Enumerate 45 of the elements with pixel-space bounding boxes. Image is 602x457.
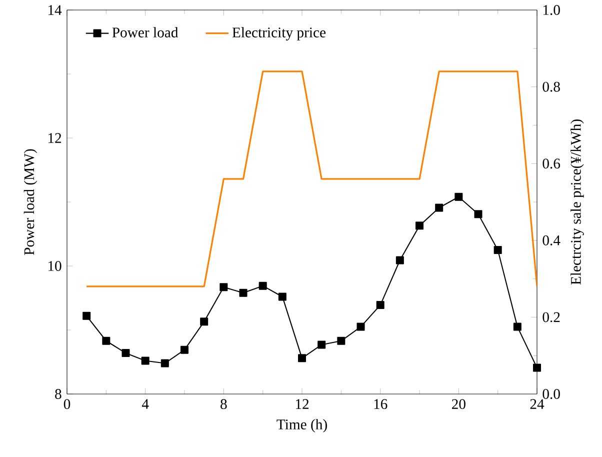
y2-tick-label: 0.8	[542, 82, 560, 92]
y-axis-title: Power load (MW)	[24, 149, 38, 255]
point	[122, 349, 130, 358]
point	[356, 322, 365, 331]
point	[102, 336, 110, 345]
y-tick-label: 12	[48, 133, 62, 143]
y2-tick-label: 0.4	[542, 235, 560, 246]
point	[337, 336, 346, 345]
x-tick-label: 24	[530, 399, 544, 409]
x-tick-label: 16	[374, 399, 388, 410]
y2-tick-label: 0.6	[542, 158, 560, 169]
point	[416, 222, 424, 230]
x-axis-title: Time (h)	[276, 419, 327, 432]
point	[160, 359, 169, 368]
x-tick-label: 4	[142, 399, 149, 409]
legend-label: Power load	[112, 27, 178, 38]
x-tick-label: 20	[452, 399, 466, 410]
point	[513, 322, 522, 331]
point	[200, 318, 208, 326]
point	[435, 204, 444, 212]
point	[298, 354, 306, 362]
point	[220, 283, 228, 292]
point	[494, 246, 502, 254]
point	[180, 346, 189, 354]
point	[258, 282, 267, 290]
y-tick-label: 8	[55, 389, 62, 399]
y-tick-label: 14	[48, 5, 62, 15]
y2-tick-label: 0.0	[542, 389, 560, 399]
y2-tick-label: 1.0	[543, 5, 560, 15]
x-tick-label: 12	[296, 399, 309, 409]
point	[239, 288, 248, 297]
point	[454, 192, 463, 201]
legend-label: Electricity price	[232, 27, 326, 40]
point	[141, 356, 150, 365]
x-tick-label: 0	[64, 399, 70, 410]
x-tick-label: 8	[220, 399, 227, 410]
point	[278, 292, 286, 301]
point	[376, 301, 384, 310]
point	[474, 210, 482, 218]
y2-tick-label: 0.2	[542, 312, 560, 322]
y-tick-label: 10	[48, 261, 62, 271]
point	[82, 312, 91, 320]
point	[396, 256, 404, 264]
point	[318, 340, 326, 349]
y2-axis-title: Electrcity sale price(¥/kWh)	[570, 120, 584, 285]
